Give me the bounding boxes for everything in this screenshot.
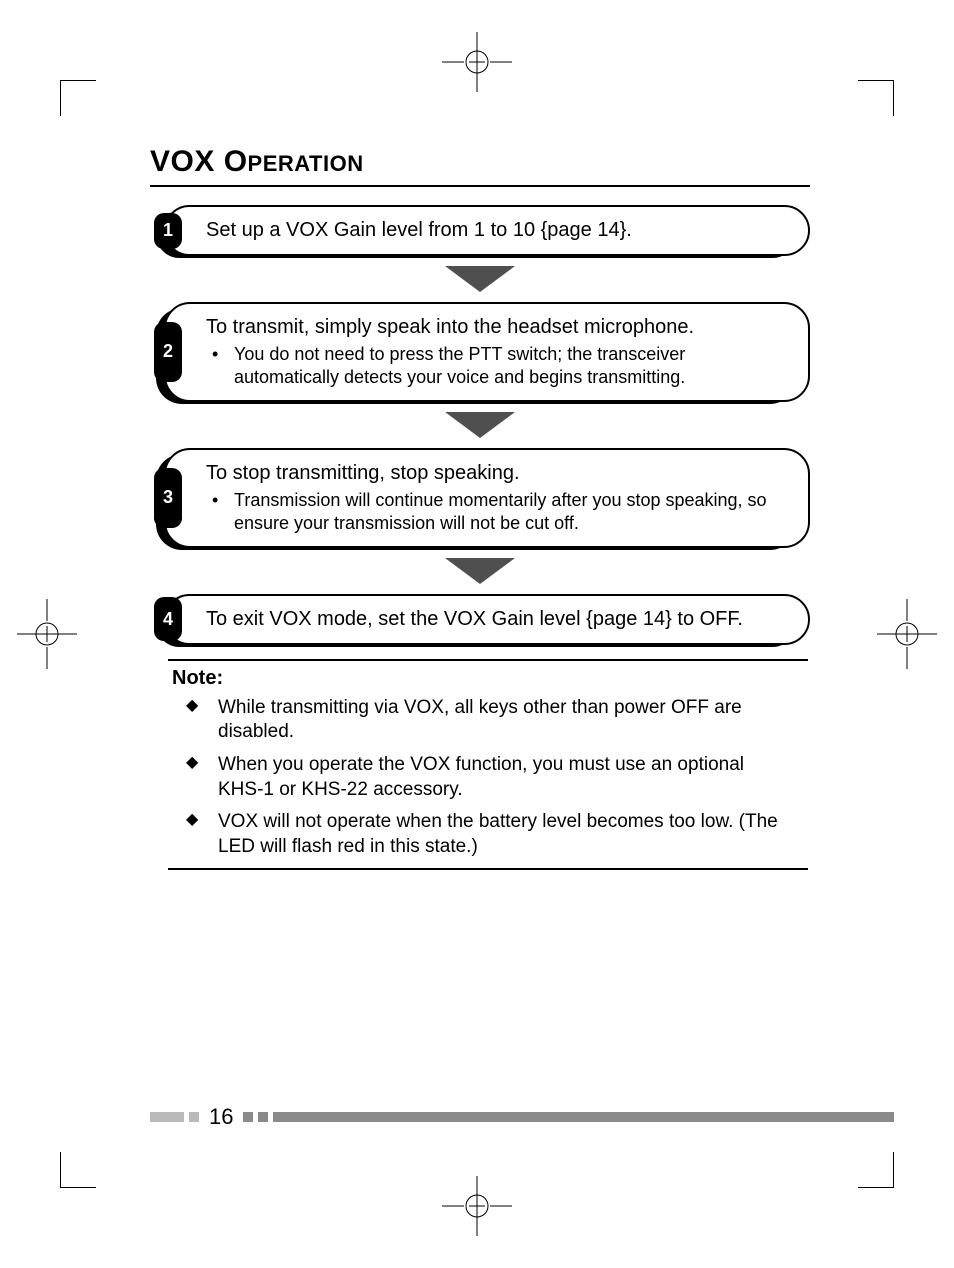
step-4: To exit VOX mode, set the VOX Gain level… [156, 594, 810, 645]
note-item: While transmitting via VOX, all keys oth… [218, 696, 792, 745]
corner-mark-tl [60, 80, 96, 116]
step-text: To transmit, simply speak into the heads… [206, 314, 784, 341]
step-text: To stop transmitting, stop speaking. [206, 460, 784, 487]
page-footer: 16 [150, 1108, 894, 1126]
title-word2-rest: PERATION [248, 151, 364, 176]
note-item: VOX will not operate when the battery le… [218, 810, 792, 859]
page-content: VOX OPERATION Set up a VOX Gain level fr… [150, 145, 810, 876]
step-text: Set up a VOX Gain level from 1 to 10 {pa… [206, 217, 784, 244]
step-subtext: You do not need to press the PTT switch;… [206, 343, 784, 390]
crop-mark-top [442, 32, 512, 92]
note-title: Note: [172, 667, 802, 690]
title-word1: VOX [150, 145, 215, 178]
title-rule [150, 185, 810, 187]
step-3: To stop transmitting, stop speaking. Tra… [156, 448, 810, 548]
down-arrow-icon [150, 558, 810, 584]
note-item: When you operate the VOX function, you m… [218, 753, 792, 802]
page-number: 16 [209, 1104, 233, 1130]
crop-mark-left [17, 599, 77, 669]
section-title: VOX OPERATION [150, 145, 810, 179]
corner-mark-bl [60, 1152, 96, 1188]
step-number-badge: 3 [154, 468, 182, 528]
crop-mark-right [877, 599, 937, 669]
step-number-badge: 2 [154, 322, 182, 382]
step-2: To transmit, simply speak into the heads… [156, 302, 810, 402]
manual-page: VOX OPERATION Set up a VOX Gain level fr… [0, 0, 954, 1268]
note-rule-top [168, 659, 808, 661]
step-text: To exit VOX mode, set the VOX Gain level… [206, 606, 784, 633]
note-rule-bottom [168, 868, 808, 870]
footer-bar [273, 1112, 894, 1122]
corner-mark-br [858, 1152, 894, 1188]
corner-mark-tr [858, 80, 894, 116]
step-subtext: Transmission will continue momentarily a… [206, 489, 784, 536]
step-number-badge: 1 [154, 213, 182, 249]
step-1: Set up a VOX Gain level from 1 to 10 {pa… [156, 205, 810, 256]
down-arrow-icon [150, 266, 810, 292]
footer-bar [189, 1112, 199, 1122]
footer-bar [258, 1112, 268, 1122]
down-arrow-icon [150, 412, 810, 438]
crop-mark-bottom [442, 1176, 512, 1236]
title-word2-cap: O [224, 145, 248, 178]
step-number-badge: 4 [154, 597, 182, 641]
note-block: Note: While transmitting via VOX, all ke… [150, 659, 810, 870]
footer-bar [243, 1112, 253, 1122]
footer-bar [150, 1112, 184, 1122]
